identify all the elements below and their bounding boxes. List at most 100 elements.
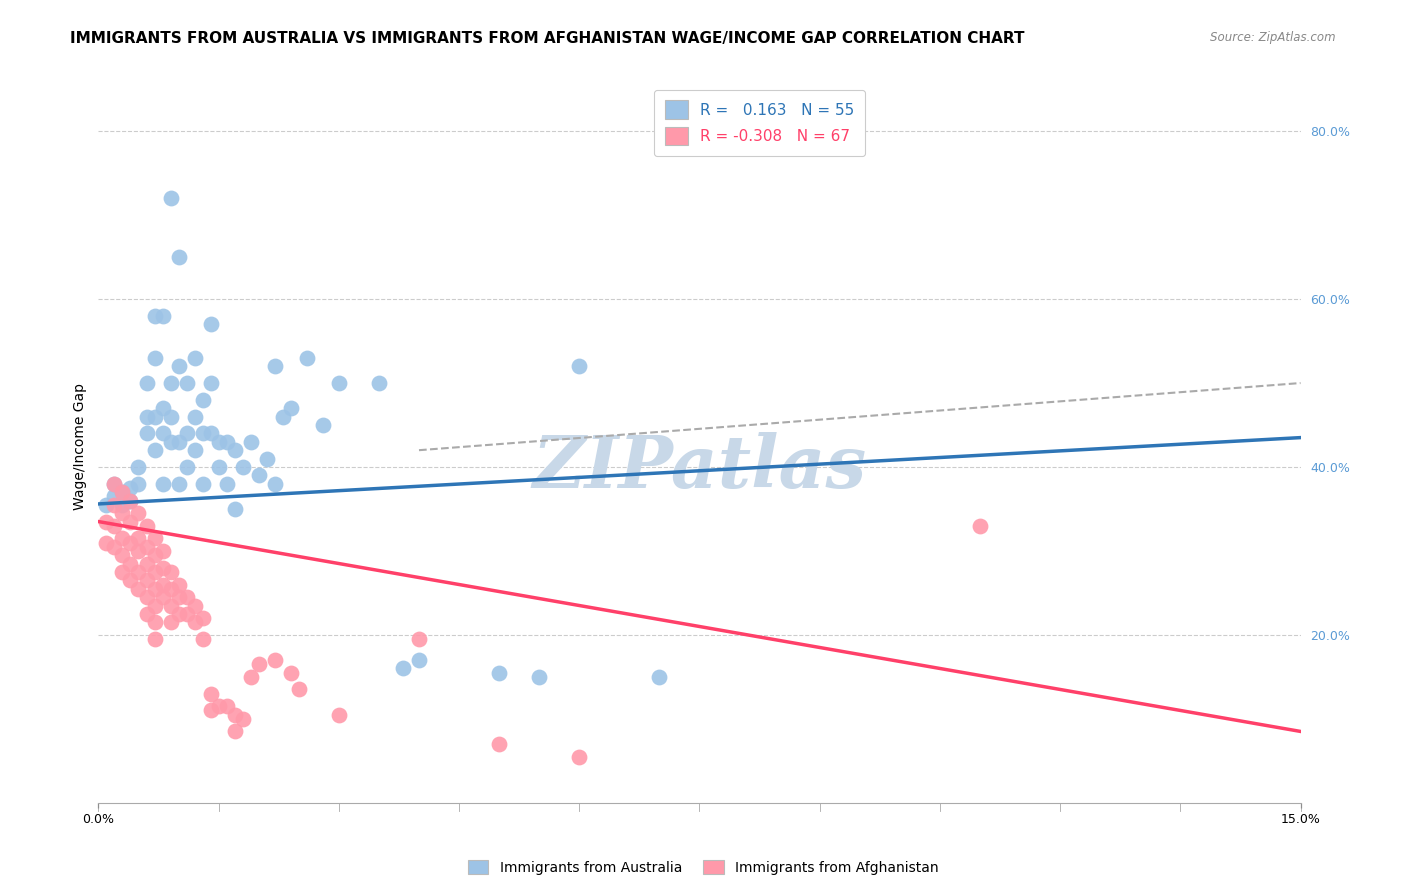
Point xyxy=(159,615,181,630)
Point xyxy=(176,426,198,441)
Point xyxy=(111,485,134,500)
Point xyxy=(143,409,166,424)
Point xyxy=(159,582,181,596)
Point xyxy=(120,535,142,549)
Point xyxy=(191,426,214,441)
Point xyxy=(143,582,166,596)
Point xyxy=(183,351,205,365)
Point xyxy=(128,476,150,491)
Point xyxy=(143,443,166,458)
Point xyxy=(969,518,991,533)
Y-axis label: Wage/Income Gap: Wage/Income Gap xyxy=(73,383,87,509)
Point xyxy=(167,590,190,604)
Point xyxy=(120,493,142,508)
Point xyxy=(120,557,142,571)
Point xyxy=(208,699,231,714)
Point xyxy=(183,599,205,613)
Point xyxy=(183,409,205,424)
Point xyxy=(135,607,157,621)
Point xyxy=(328,376,350,390)
Point xyxy=(152,577,174,591)
Point xyxy=(135,590,157,604)
Point xyxy=(256,451,278,466)
Point xyxy=(120,574,142,588)
Point xyxy=(215,699,238,714)
Point xyxy=(128,460,150,475)
Point xyxy=(247,468,270,483)
Point xyxy=(159,191,181,205)
Legend: Immigrants from Australia, Immigrants from Afghanistan: Immigrants from Australia, Immigrants fr… xyxy=(463,855,943,880)
Point xyxy=(128,565,150,579)
Point xyxy=(159,409,181,424)
Point xyxy=(183,443,205,458)
Point xyxy=(143,309,166,323)
Point xyxy=(232,712,254,726)
Point xyxy=(224,502,246,516)
Point xyxy=(152,401,174,416)
Point xyxy=(239,670,262,684)
Point xyxy=(96,498,118,512)
Point xyxy=(167,434,190,449)
Point xyxy=(191,632,214,646)
Point xyxy=(135,376,157,390)
Point xyxy=(152,544,174,558)
Point xyxy=(215,476,238,491)
Point xyxy=(159,599,181,613)
Point xyxy=(208,460,231,475)
Point xyxy=(103,518,125,533)
Point xyxy=(120,481,142,495)
Text: ZIPatlas: ZIPatlas xyxy=(533,432,866,503)
Point xyxy=(135,426,157,441)
Point xyxy=(152,476,174,491)
Point xyxy=(143,565,166,579)
Point xyxy=(135,540,157,554)
Point xyxy=(111,498,134,512)
Point xyxy=(312,417,335,432)
Point xyxy=(167,577,190,591)
Point xyxy=(200,687,222,701)
Point xyxy=(200,318,222,332)
Point xyxy=(143,599,166,613)
Point xyxy=(200,376,222,390)
Point xyxy=(183,615,205,630)
Point xyxy=(263,359,285,374)
Point xyxy=(159,434,181,449)
Point xyxy=(224,724,246,739)
Point xyxy=(159,565,181,579)
Point xyxy=(135,518,157,533)
Point xyxy=(191,392,214,407)
Point xyxy=(103,498,125,512)
Point xyxy=(176,607,198,621)
Point xyxy=(152,590,174,604)
Point xyxy=(135,574,157,588)
Point xyxy=(120,493,142,508)
Point xyxy=(568,749,591,764)
Point xyxy=(488,665,510,680)
Point xyxy=(208,434,231,449)
Point xyxy=(224,707,246,722)
Point xyxy=(529,670,551,684)
Point xyxy=(152,309,174,323)
Point xyxy=(328,707,350,722)
Point xyxy=(191,611,214,625)
Point xyxy=(103,476,125,491)
Point xyxy=(152,426,174,441)
Point xyxy=(111,485,134,500)
Point xyxy=(247,657,270,672)
Point xyxy=(288,682,311,697)
Point xyxy=(96,535,118,549)
Point xyxy=(152,560,174,574)
Point xyxy=(280,665,302,680)
Point xyxy=(96,515,118,529)
Point xyxy=(224,443,246,458)
Point xyxy=(648,670,671,684)
Point xyxy=(103,540,125,554)
Point xyxy=(176,460,198,475)
Point xyxy=(176,376,198,390)
Point xyxy=(167,250,190,264)
Text: Source: ZipAtlas.com: Source: ZipAtlas.com xyxy=(1211,31,1336,45)
Point xyxy=(159,376,181,390)
Point xyxy=(135,409,157,424)
Point xyxy=(167,607,190,621)
Point xyxy=(128,532,150,546)
